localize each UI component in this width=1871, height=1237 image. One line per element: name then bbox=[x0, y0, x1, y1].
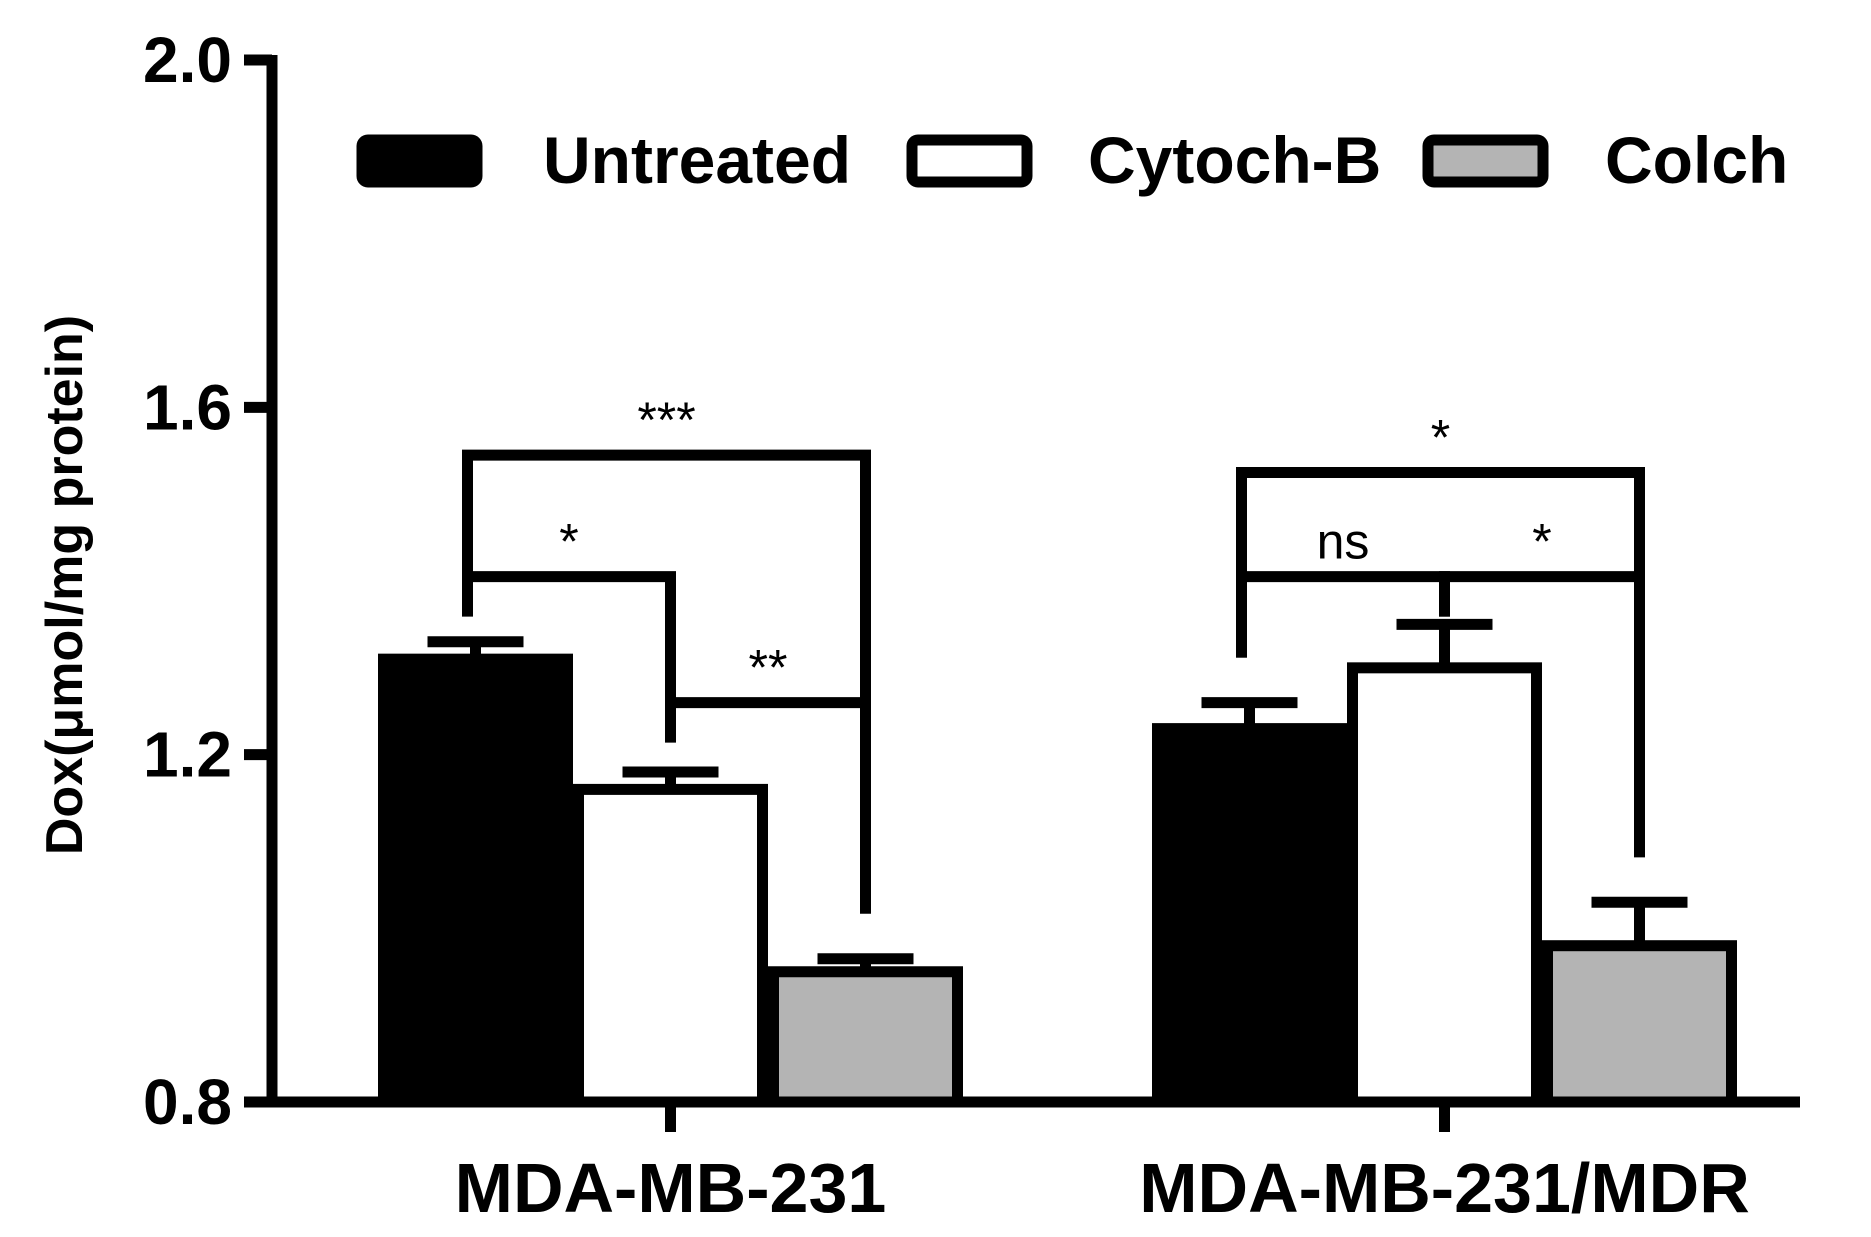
significance-label: * bbox=[1431, 409, 1450, 465]
bar-cytoch-b bbox=[573, 783, 768, 1108]
significance-bracket bbox=[462, 449, 871, 856]
significance-label: ns bbox=[1317, 514, 1370, 570]
significance-bracket bbox=[1236, 571, 1450, 658]
axes: 0.8 1.2 1.6 2.0 MDA-MB-231 MDA-MB-231/MDR bbox=[143, 24, 1800, 1227]
bar-colch bbox=[1542, 940, 1737, 1108]
legend-swatch bbox=[906, 134, 1033, 188]
significance-bracket bbox=[1236, 466, 1645, 858]
y-axis-label: Dox(μmol/mg protein) bbox=[36, 315, 94, 855]
legend-swatch bbox=[356, 134, 483, 188]
legend: Untreated Cytoch-B Colch bbox=[356, 123, 1788, 197]
significance-label: ** bbox=[749, 640, 788, 696]
bar-cytoch-b bbox=[1347, 662, 1542, 1108]
bar-untreated bbox=[1152, 723, 1347, 1108]
bar-colch bbox=[768, 966, 963, 1108]
legend-label: Colch bbox=[1605, 123, 1788, 197]
legend-label: Untreated bbox=[543, 123, 851, 197]
significance-label: * bbox=[559, 514, 578, 570]
significance-label: * bbox=[1532, 514, 1551, 570]
y-tick-label: 1.2 bbox=[143, 719, 232, 791]
legend-label: Cytoch-B bbox=[1088, 123, 1381, 197]
x-tick-label: MDA-MB-231/MDR bbox=[1139, 1149, 1750, 1227]
bars bbox=[378, 618, 1737, 1108]
bar-untreated bbox=[378, 653, 573, 1108]
legend-swatch bbox=[1422, 134, 1549, 188]
significance-label: *** bbox=[637, 392, 695, 448]
y-tick-label: 0.8 bbox=[143, 1066, 232, 1138]
y-tick-label: 1.6 bbox=[143, 371, 232, 443]
significance-brackets: ******ns ** bbox=[462, 392, 1645, 914]
y-tick-label: 2.0 bbox=[143, 24, 232, 96]
x-tick-label: MDA-MB-231 bbox=[455, 1149, 887, 1227]
